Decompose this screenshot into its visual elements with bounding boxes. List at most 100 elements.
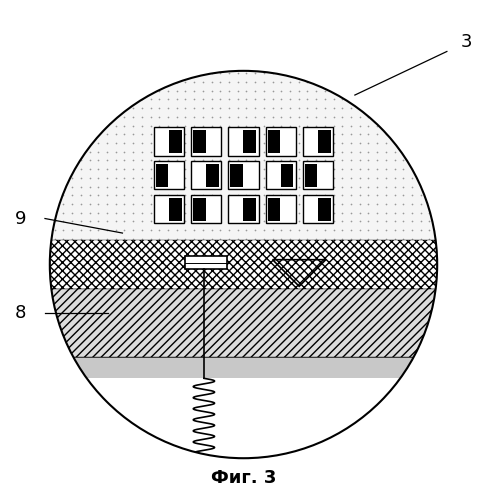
Point — [225, 139, 233, 147]
Point — [312, 148, 320, 156]
Point — [295, 174, 302, 182]
Point — [399, 139, 407, 147]
Point — [182, 174, 189, 182]
Point — [243, 148, 250, 156]
Point — [365, 226, 373, 234]
Point — [408, 165, 416, 173]
Point — [399, 208, 407, 216]
Point — [251, 86, 259, 94]
Point — [269, 156, 277, 164]
Point — [399, 200, 407, 208]
Point — [260, 226, 268, 234]
Point — [278, 148, 285, 156]
Point — [338, 192, 346, 200]
Point — [312, 174, 320, 182]
Point — [77, 208, 85, 216]
Point — [155, 174, 163, 182]
Point — [216, 165, 224, 173]
Point — [225, 244, 233, 252]
Point — [112, 218, 120, 226]
Point — [129, 244, 137, 252]
Point — [286, 174, 294, 182]
Point — [138, 104, 146, 112]
Point — [260, 182, 268, 190]
Point — [347, 182, 355, 190]
Point — [77, 130, 85, 138]
Point — [103, 113, 111, 121]
Point — [225, 226, 233, 234]
Point — [356, 208, 364, 216]
Point — [94, 174, 102, 182]
Point — [303, 78, 311, 86]
Point — [129, 226, 137, 234]
Point — [303, 139, 311, 147]
Point — [59, 139, 67, 147]
Point — [120, 156, 128, 164]
Point — [207, 192, 215, 200]
Point — [269, 86, 277, 94]
Bar — [186, 256, 226, 270]
Point — [129, 113, 137, 121]
Point — [86, 139, 94, 147]
Point — [347, 200, 355, 208]
Point — [373, 96, 381, 104]
Point — [94, 78, 102, 86]
Point — [330, 86, 337, 94]
Point — [190, 104, 198, 112]
Point — [365, 104, 373, 112]
Point — [68, 182, 76, 190]
Point — [382, 208, 390, 216]
Bar — [244, 130, 256, 153]
Point — [94, 96, 102, 104]
Point — [59, 174, 67, 182]
Point — [199, 200, 206, 208]
Point — [155, 182, 163, 190]
Point — [399, 78, 407, 86]
Point — [269, 182, 277, 190]
Bar — [169, 130, 182, 153]
Point — [225, 192, 233, 200]
Point — [190, 139, 198, 147]
Point — [243, 208, 250, 216]
Point — [408, 96, 416, 104]
Point — [51, 226, 58, 234]
Point — [120, 148, 128, 156]
Point — [408, 122, 416, 130]
Point — [243, 113, 250, 121]
Point — [86, 122, 94, 130]
Bar — [318, 130, 331, 153]
Point — [164, 174, 172, 182]
Point — [373, 208, 381, 216]
Bar — [191, 162, 221, 190]
Point — [94, 200, 102, 208]
Point — [103, 192, 111, 200]
Point — [234, 86, 242, 94]
Point — [147, 122, 154, 130]
Point — [286, 113, 294, 121]
Point — [251, 174, 259, 182]
Point — [216, 86, 224, 94]
Point — [164, 113, 172, 121]
Point — [295, 104, 302, 112]
Point — [278, 218, 285, 226]
Point — [173, 70, 181, 78]
Point — [68, 78, 76, 86]
Point — [147, 113, 154, 121]
Point — [278, 78, 285, 86]
Point — [338, 156, 346, 164]
Point — [260, 78, 268, 86]
Point — [234, 192, 242, 200]
Point — [190, 182, 198, 190]
Point — [138, 70, 146, 78]
Point — [59, 208, 67, 216]
Point — [321, 235, 329, 243]
Point — [138, 86, 146, 94]
Point — [391, 218, 398, 226]
Point — [68, 70, 76, 78]
Point — [155, 96, 163, 104]
Point — [94, 130, 102, 138]
Point — [303, 218, 311, 226]
Point — [321, 148, 329, 156]
Bar — [191, 128, 221, 156]
Point — [207, 86, 215, 94]
